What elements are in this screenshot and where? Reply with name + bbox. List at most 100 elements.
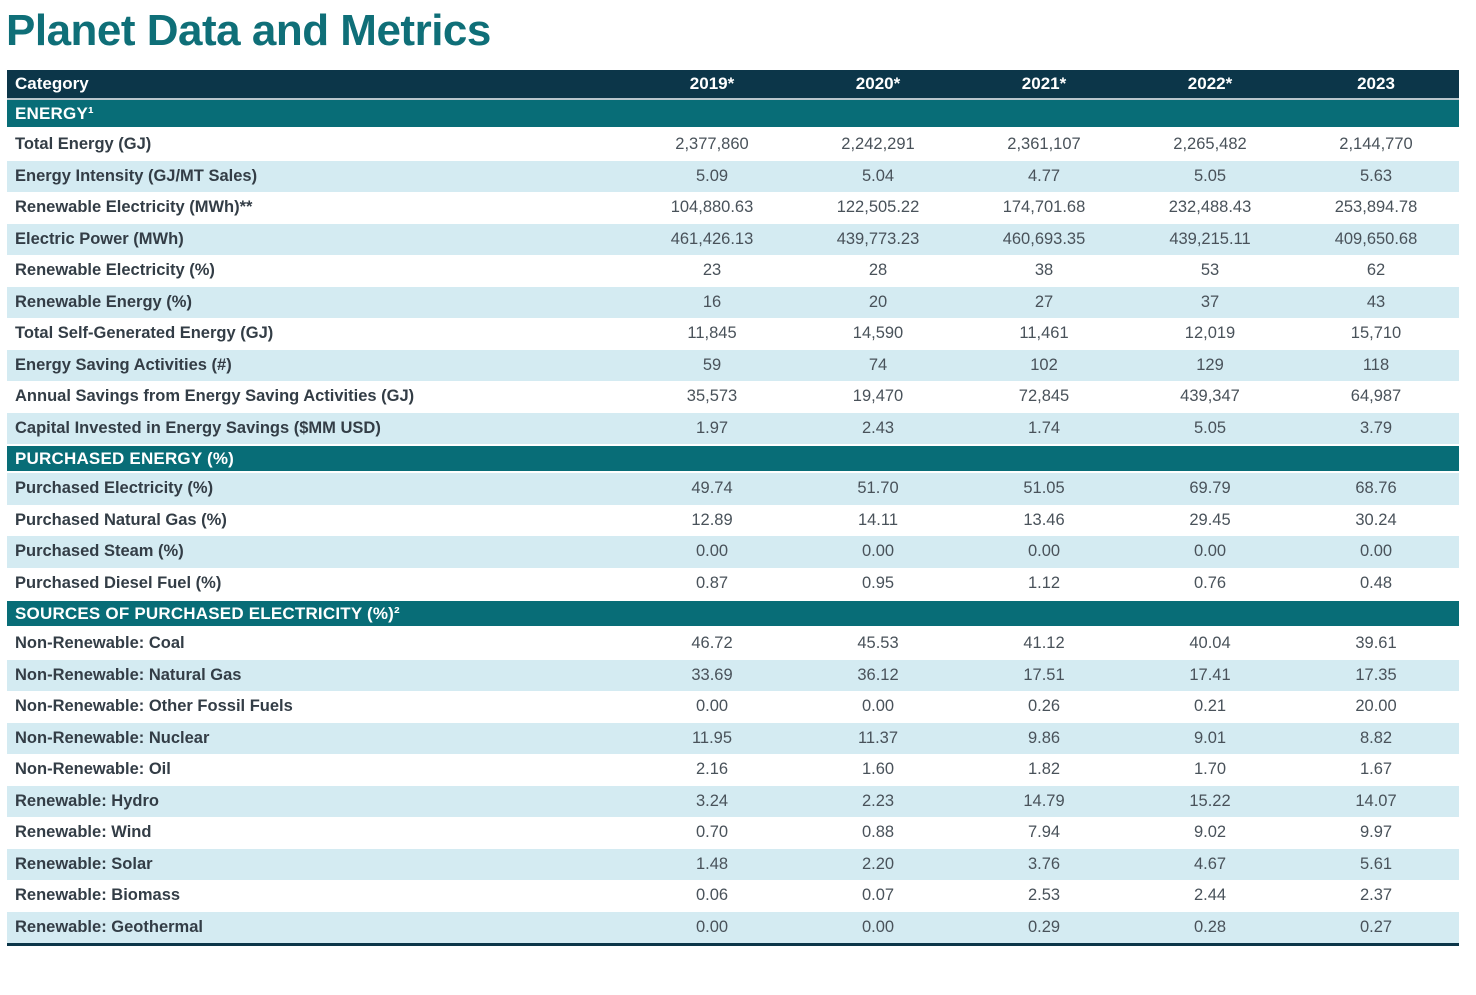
cell-value: 2,242,291: [841, 135, 915, 154]
cell-value: 11,845: [687, 324, 737, 343]
table-row: Non-Renewable: Natural Gas 33.69 36.12 17.5…: [7, 659, 1459, 691]
cell-value: 104,880.63: [670, 198, 754, 217]
col-header-year: 2021*: [1021, 74, 1067, 93]
cell-value: 62: [1366, 261, 1386, 280]
cell-value: 1.48: [695, 854, 729, 873]
cell-value: 253,894.78: [1334, 198, 1418, 217]
table-row: Purchased Natural Gas (%) 12.89 14.11 13.46…: [7, 504, 1459, 536]
cell-value: 0.00: [1359, 542, 1393, 561]
cell-value: 0.00: [695, 542, 729, 561]
cell-value: 2,144,770: [1339, 135, 1413, 154]
cell-value: 69.79: [1189, 479, 1231, 498]
row-label: Energy Intensity (GJ/MT Sales): [15, 166, 258, 185]
cell-value: 2.16: [695, 760, 729, 779]
row-label: Renewable: Solar: [15, 854, 153, 873]
cell-value: 0.95: [861, 573, 895, 592]
cell-value: 19,470: [852, 387, 904, 406]
row-label: Energy Saving Activities (#): [15, 355, 232, 374]
cell-value: 27: [1034, 292, 1054, 311]
page-title: Planet Data and Metrics: [6, 6, 491, 55]
cell-value: 1.12: [1027, 573, 1061, 592]
table-row: Renewable: Biomass 0.06 0.07 2.53 2.44 2.37: [7, 880, 1459, 912]
cell-value: 0.21: [1193, 697, 1227, 716]
table-row: Renewable: Solar 1.48 2.20 3.76 4.67 5.61: [7, 848, 1459, 880]
cell-value: 8.82: [1359, 728, 1393, 747]
cell-value: 2,361,107: [1007, 135, 1081, 154]
cell-value: 2,377,860: [675, 135, 749, 154]
table-row: Purchased Steam (%) 0.00 0.00 0.00 0.00 0.00: [7, 536, 1459, 568]
cell-value: 5.05: [1193, 166, 1227, 185]
cell-value: 3.79: [1359, 418, 1393, 437]
cell-value: 0.00: [695, 697, 729, 716]
cell-value: 0.00: [861, 917, 895, 936]
cell-value: 460,693.35: [1002, 229, 1086, 248]
col-header-category: Category: [15, 74, 89, 93]
cell-value: 30.24: [1355, 510, 1397, 529]
cell-value: 74: [868, 355, 888, 374]
cell-value: 20: [868, 292, 888, 311]
cell-value: 4.67: [1193, 854, 1227, 873]
cell-value: 439,347: [1180, 387, 1240, 406]
cell-value: 232,488.43: [1168, 198, 1252, 217]
cell-value: 4.77: [1027, 166, 1061, 185]
cell-value: 5.09: [695, 166, 729, 185]
cell-value: 0.00: [1027, 542, 1061, 561]
table-row: Energy Intensity (GJ/MT Sales) 5.09 5.04 4.…: [7, 160, 1459, 192]
table-row: Renewable Energy (%) 16 20 27 37 43: [7, 286, 1459, 318]
row-label: Purchased Electricity (%): [15, 479, 214, 498]
cell-value: 1.74: [1027, 418, 1061, 437]
cell-value: 5.61: [1359, 854, 1393, 873]
metrics-table: Category 2019* 2020* 2021* 2022* 2023 ENERGY¹…: [7, 70, 1459, 946]
cell-value: 29.45: [1189, 510, 1231, 529]
table-body: ENERGY¹ Total Energy (GJ) 2,377,860 2,242,2…: [7, 100, 1459, 943]
table-row: Total Self-Generated Energy (GJ) 11,845 14…: [7, 318, 1459, 350]
row-label: Purchased Steam (%): [15, 542, 184, 561]
table-row: Non-Renewable: Other Fossil Fuels 0.00 0.0…: [7, 691, 1459, 723]
col-header-year: 2020*: [855, 74, 901, 93]
cell-value: 3.24: [695, 791, 729, 810]
cell-value: 16: [702, 292, 722, 311]
cell-value: 461,426.13: [670, 229, 754, 248]
cell-value: 0.00: [695, 917, 729, 936]
col-header-year: 2023: [1357, 74, 1395, 93]
cell-value: 64,987: [1350, 387, 1402, 406]
table-row: Non-Renewable: Coal 46.72 45.53 41.12 40.04 3…: [7, 628, 1459, 660]
cell-value: 0.88: [861, 823, 895, 842]
table-row: Renewable: Hydro 3.24 2.23 14.79 15.22 14.07: [7, 785, 1459, 817]
cell-value: 46.72: [691, 634, 733, 653]
cell-value: 59: [702, 355, 722, 374]
row-label: Non-Renewable: Nuclear: [15, 728, 210, 747]
cell-value: 39.61: [1355, 634, 1397, 653]
section-header: SOURCES OF PURCHASED ELECTRICITY (%)²: [7, 599, 1459, 628]
cell-value: 11.95: [691, 728, 733, 747]
row-label: Annual Savings from Energy Saving Activi…: [15, 387, 415, 406]
cell-value: 17.35: [1355, 665, 1397, 684]
cell-value: 1.60: [861, 760, 895, 779]
table-row: Non-Renewable: Oil 2.16 1.60 1.82 1.70 1.67: [7, 754, 1459, 786]
cell-value: 13.46: [1023, 510, 1065, 529]
row-label: Purchased Natural Gas (%): [15, 510, 227, 529]
cell-value: 17.41: [1189, 665, 1231, 684]
table-row: Renewable: Geothermal 0.00 0.00 0.29 0.28 0.2…: [7, 911, 1459, 943]
cell-value: 53: [1200, 261, 1220, 280]
cell-value: 12.89: [691, 510, 733, 529]
table-row: Renewable Electricity (%) 23 28 38 53 62: [7, 255, 1459, 287]
cell-value: 0.28: [1193, 917, 1227, 936]
cell-value: 0.48: [1359, 573, 1393, 592]
cell-value: 38: [1034, 261, 1054, 280]
cell-value: 15.22: [1189, 791, 1231, 810]
cell-value: 439,215.11: [1169, 229, 1251, 248]
cell-value: 1.70: [1193, 760, 1227, 779]
row-label: Renewable Electricity (%): [15, 261, 215, 280]
row-label: Capital Invested in Energy Savings ($MM …: [15, 418, 381, 437]
cell-value: 23: [702, 261, 722, 280]
cell-value: 20.00: [1355, 697, 1397, 716]
row-label: Renewable: Biomass: [15, 886, 181, 905]
cell-value: 37: [1200, 292, 1220, 311]
cell-value: 15,710: [1350, 324, 1402, 343]
cell-value: 5.05: [1193, 418, 1227, 437]
cell-value: 11,461: [1019, 324, 1069, 343]
cell-value: 2.43: [861, 418, 895, 437]
row-label: Non-Renewable: Natural Gas: [15, 665, 242, 684]
cell-value: 40.04: [1189, 634, 1231, 653]
